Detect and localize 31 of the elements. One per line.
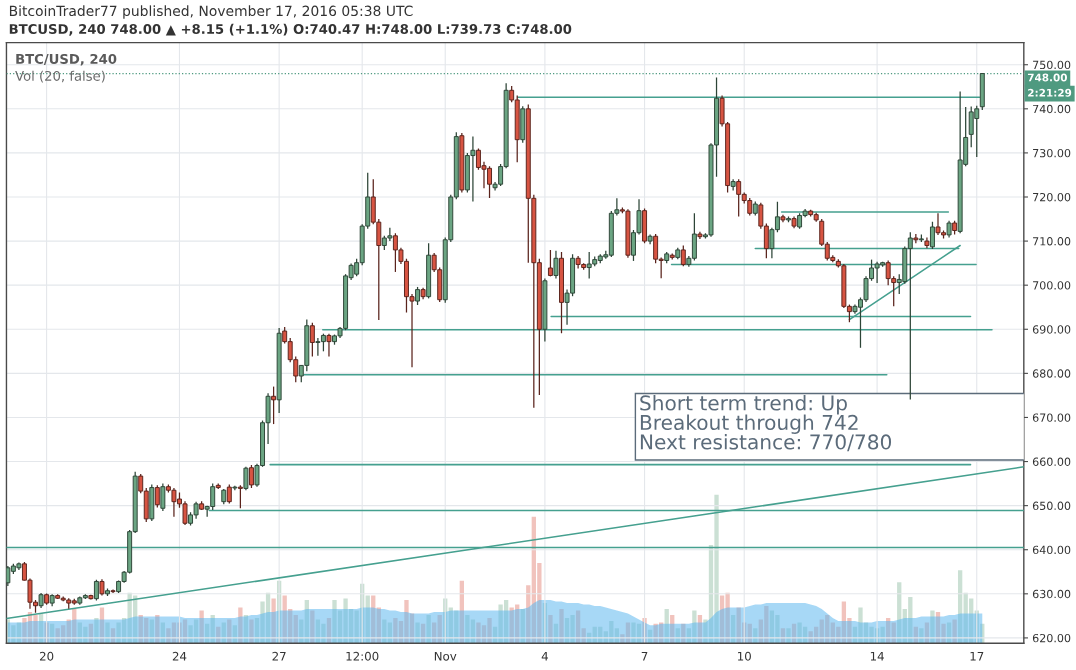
x-tick-label: 14 (870, 651, 884, 661)
y-tick-label: 680.00 (1032, 369, 1071, 378)
text: BitcoinTrader77 published, November 17, 2016 05:38 UTC (9, 5, 413, 19)
x-tick-label: 17 (970, 651, 984, 661)
x-tick-label: 10 (738, 651, 751, 661)
ref-line-label: 748.00 (1027, 73, 1067, 82)
y-tick-label: 660.00 (1032, 457, 1071, 466)
y-tick-label: 740.00 (1033, 104, 1071, 114)
x-tick-label: 4 (541, 651, 548, 661)
x-tick-label: 12:00 (346, 651, 379, 661)
annotation: Short term trend: Up Breakout through 742 Next resistance: 770/780 (640, 395, 892, 452)
chart-title: BTCUSD, 240 748.00 ▲ +8.15 (+1.1%) O:740.47 H:748.00 L:739.73 C:748.00 (9, 23, 572, 36)
x-tick-label: 7 (641, 651, 648, 661)
y-tick-label: 750.00 (1033, 60, 1071, 70)
x-tick-label: Nov (434, 651, 457, 661)
x-tick-label: 20 (39, 651, 54, 661)
chart-title: Vol (20, false) (15, 70, 105, 83)
x-tick-label: 27 (272, 651, 286, 661)
y-tick-label: 670.00 (1032, 413, 1071, 422)
y-tick-label: 690.00 (1032, 325, 1071, 334)
y-tick-label: 630.00 (1032, 589, 1071, 599)
y-tick-label: 710.00 (1033, 237, 1071, 246)
y-tick-label: 640.00 (1032, 545, 1071, 555)
y-tick-label: 720.00 (1033, 192, 1071, 202)
text: BTC/USD, 240 (16, 53, 117, 66)
text: 2:21:29 (1028, 88, 1072, 97)
y-tick-label: 620.00 (1032, 633, 1071, 643)
y-tick-label: 700.00 (1033, 281, 1071, 290)
y-tick-label: 730.00 (1033, 148, 1071, 158)
x-tick-label: 24 (172, 651, 187, 661)
y-tick-label: 650.00 (1032, 501, 1071, 511)
